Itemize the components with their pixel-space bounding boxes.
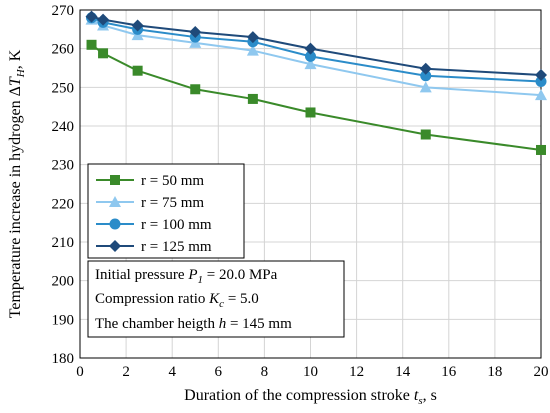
data-point xyxy=(419,62,432,75)
data-point xyxy=(85,10,98,23)
data-point xyxy=(535,68,547,81)
legend-label: r = 50 mm xyxy=(141,173,204,189)
legend-label: r = 100 mm xyxy=(141,217,212,233)
x-tick-label: 18 xyxy=(487,364,502,380)
series-line xyxy=(91,18,542,97)
data-point xyxy=(420,129,431,140)
conditions-box-frame xyxy=(87,260,345,338)
series-layer xyxy=(85,10,547,155)
legend-entry: r = 125 mm xyxy=(96,239,212,255)
y-tick-label: 260 xyxy=(52,42,75,58)
y-tick-label: 220 xyxy=(52,196,75,212)
y-tick-label: 200 xyxy=(52,274,75,290)
legend-label: r = 75 mm xyxy=(141,195,204,211)
condition-compression-ratio: Compression ratio Kc = 5.0 xyxy=(95,291,259,310)
legend-entry: r = 75 mm xyxy=(96,195,204,211)
x-axis-title-unit: , s xyxy=(423,387,437,404)
y-tick-label: 190 xyxy=(52,312,75,328)
series-1 xyxy=(86,39,546,155)
series-line xyxy=(90,43,542,151)
conditions-box: Initial pressure P1 = 20.0 MPa Compressi… xyxy=(87,260,345,338)
data-point xyxy=(247,93,258,104)
data-point xyxy=(535,76,547,88)
data-point xyxy=(536,144,546,155)
y-tick-label: 180 xyxy=(52,351,75,367)
y-axis-ticks: 180 190 200 210 220 230 240 250 260 270 xyxy=(52,3,75,367)
y-tick-label: 230 xyxy=(52,158,75,174)
x-tick-label: 2 xyxy=(122,364,130,380)
legend-entry: r = 50 mm xyxy=(96,173,204,189)
data-point xyxy=(304,42,317,55)
y-axis-title-subscript: H xyxy=(15,68,27,78)
data-point xyxy=(97,13,110,26)
x-axis-title: Duration of the compression stroke ts, s xyxy=(184,387,437,407)
x-axis-title-main: Duration of the compression stroke xyxy=(184,387,414,404)
legend-label: r = 125 mm xyxy=(141,239,212,255)
x-tick-label: 12 xyxy=(349,364,364,380)
data-point xyxy=(305,50,316,62)
data-point xyxy=(420,70,432,82)
plot-area-frame xyxy=(79,9,542,359)
legend-marker xyxy=(109,240,121,252)
x-tick-label: 20 xyxy=(534,364,549,380)
data-point xyxy=(305,107,316,118)
x-tick-label: 8 xyxy=(261,364,269,380)
data-point xyxy=(246,31,259,44)
legend-marker xyxy=(109,218,121,230)
legend: r = 50 mm r = 75 mm r = 100 mm r = 125 mm xyxy=(87,163,245,259)
legend-marker xyxy=(109,196,121,207)
legend-entry: r = 100 mm xyxy=(96,217,212,233)
y-tick-label: 270 xyxy=(52,3,75,19)
y-tick-label: 210 xyxy=(52,235,75,251)
data-point xyxy=(132,65,143,76)
x-axis-title-subscript: s xyxy=(418,395,422,407)
series-line xyxy=(91,15,542,76)
data-point xyxy=(131,19,144,32)
x-tick-label: 10 xyxy=(303,364,318,380)
y-axis-title-symbol: T xyxy=(7,76,24,86)
data-point xyxy=(304,58,317,70)
series-line xyxy=(91,16,542,83)
x-tick-label: 0 xyxy=(76,364,84,380)
data-point xyxy=(535,89,547,101)
y-tick-label: 240 xyxy=(52,119,75,135)
data-point xyxy=(189,26,202,39)
data-point xyxy=(419,81,432,93)
data-point xyxy=(246,44,259,56)
y-axis-title-main: Temperature increase in hydrogen Δ xyxy=(7,86,24,318)
data-point xyxy=(190,84,201,95)
x-tick-label: 14 xyxy=(395,364,411,380)
data-point xyxy=(86,39,97,50)
data-point xyxy=(98,48,109,59)
condition-chamber-height: The chamber heigth h = 145 mm xyxy=(95,316,292,332)
y-axis-title: Temperature increase in hydrogen ΔTH, K xyxy=(7,49,27,318)
x-tick-label: 4 xyxy=(168,364,176,380)
y-axis-title-unit: , K xyxy=(7,49,24,69)
x-tick-label: 6 xyxy=(215,364,223,380)
series-4 xyxy=(85,10,547,81)
x-axis-ticks: 0 2 4 6 8 10 12 14 16 18 20 xyxy=(76,364,548,380)
condition-initial-pressure: Initial pressure P1 = 20.0 MPa xyxy=(95,267,278,286)
x-tick-label: 16 xyxy=(441,364,457,380)
y-tick-label: 250 xyxy=(52,80,75,96)
legend-marker xyxy=(110,175,120,185)
x-axis-title-symbol: t xyxy=(414,387,419,404)
